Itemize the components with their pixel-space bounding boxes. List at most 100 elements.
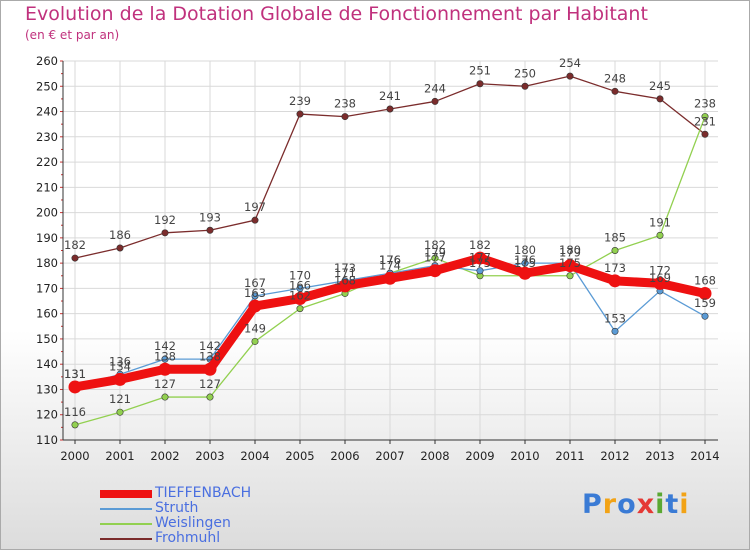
data-label: 131 [64, 367, 86, 381]
data-point [383, 271, 397, 285]
data-label: 138 [199, 349, 221, 363]
data-point [518, 266, 532, 280]
logo-letter: o [617, 489, 637, 520]
data-point [248, 299, 262, 313]
data-point [566, 72, 574, 80]
chart-title: Evolution de la Dotation Globale de Fonc… [25, 3, 648, 25]
data-point [341, 113, 349, 121]
data-label: 168 [334, 273, 356, 287]
y-tick-label: 170 [36, 281, 58, 295]
data-label: 250 [514, 66, 536, 80]
data-point [386, 105, 394, 113]
logo-letter: P [582, 489, 603, 520]
data-point [521, 259, 529, 267]
logo-letter: i [655, 489, 666, 520]
data-point [566, 272, 574, 280]
data-point [251, 337, 259, 345]
axes: 110 120 130 140 150 160 170 180 190 200 210 220 230 2… [36, 54, 720, 463]
logo-letter: i [679, 489, 690, 520]
data-label: 173 [334, 261, 356, 275]
data-label: 192 [154, 213, 176, 227]
data-point [158, 362, 172, 376]
data-point [656, 231, 664, 239]
legend-label: Weislingen [155, 515, 231, 531]
x-tick-label: 2006 [330, 449, 359, 463]
data-point [611, 327, 619, 335]
x-tick-label: 2008 [420, 449, 449, 463]
y-tick-label: 180 [36, 256, 58, 270]
data-label: 138 [154, 349, 176, 363]
logo-letter: t [665, 489, 680, 520]
data-label: 169 [649, 271, 671, 285]
data-point [293, 292, 307, 306]
x-tick-label: 2014 [690, 449, 719, 463]
x-tick-label: 2003 [195, 449, 224, 463]
x-tick-label: 2001 [105, 449, 134, 463]
data-label: 166 [289, 279, 311, 293]
data-label: 149 [244, 321, 266, 335]
data-label: 239 [289, 94, 311, 108]
data-label: 163 [244, 286, 266, 300]
data-label: 172 [649, 263, 671, 277]
legend-label: Frohmuhl [155, 530, 221, 546]
data-label: 173 [604, 261, 626, 275]
data-label: 175 [469, 256, 491, 270]
legend-swatch [100, 508, 152, 510]
data-label: 153 [604, 311, 626, 325]
y-tick-label: 210 [36, 180, 58, 194]
data-label: 142 [199, 339, 221, 353]
data-label: 127 [154, 377, 176, 391]
y-tick-label: 230 [36, 130, 58, 144]
data-label: 238 [334, 97, 356, 111]
data-label: 176 [379, 253, 401, 267]
data-label: 134 [109, 359, 131, 373]
data-label: 136 [109, 354, 131, 368]
y-tick-label: 260 [36, 54, 58, 68]
data-label: 185 [604, 231, 626, 245]
data-point [68, 380, 82, 394]
data-point [206, 226, 214, 234]
data-label: 116 [64, 405, 86, 419]
y-tick-label: 190 [36, 231, 58, 245]
data-point [161, 229, 169, 237]
data-label: 175 [559, 256, 581, 270]
data-label: 159 [694, 296, 716, 310]
data-label: 174 [379, 258, 401, 272]
legend-swatch [100, 538, 152, 540]
data-label: 171 [334, 266, 356, 280]
data-label: 177 [424, 251, 446, 265]
data-label: 131 [64, 367, 86, 381]
data-label: 168 [694, 273, 716, 287]
y-tick-label: 160 [36, 307, 58, 321]
data-point [698, 286, 712, 300]
data-point [113, 372, 127, 386]
x-tick-label: 2013 [645, 449, 674, 463]
data-label: 241 [379, 89, 401, 103]
data-point [71, 421, 79, 429]
data-label: 162 [289, 289, 311, 303]
y-tick-label: 250 [36, 79, 58, 93]
data-label: 197 [244, 200, 266, 214]
data-point [206, 393, 214, 401]
y-tick-label: 120 [36, 408, 58, 422]
data-label: 179 [559, 246, 581, 260]
logo-letter: r [602, 489, 618, 520]
data-label: 167 [244, 276, 266, 290]
data-label: 121 [109, 392, 131, 406]
data-point [431, 97, 439, 105]
data-point [701, 113, 709, 121]
data-label: 193 [199, 210, 221, 224]
y-tick-label: 240 [36, 105, 58, 119]
data-label: 180 [514, 243, 536, 257]
legend-label: Struth [155, 500, 199, 516]
data-point [161, 393, 169, 401]
logo-letter: x [636, 489, 656, 520]
data-point [338, 279, 352, 293]
data-label: 245 [649, 79, 671, 93]
proxiti-logo: Proxiti [582, 489, 690, 520]
data-point [611, 87, 619, 95]
data-label: 231 [694, 114, 716, 128]
x-tick-label: 2002 [150, 449, 179, 463]
chart-subtitle: (en € et par an) [25, 28, 120, 42]
